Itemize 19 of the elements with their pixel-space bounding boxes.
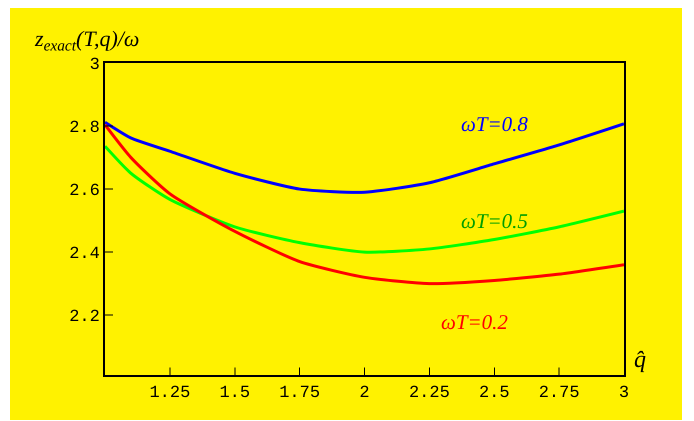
y-axis-title: z$_{exact}$(T,q)/ω: [34, 26, 140, 55]
series-label: ωT=0.2: [441, 310, 508, 334]
y-tick-label: 2.8: [69, 118, 100, 138]
y-tick-label: 2.6: [69, 182, 100, 202]
x-tick-label: 1.25: [149, 384, 190, 404]
series-label: ωT=0.8: [461, 112, 528, 136]
x-tick-label: 2: [359, 384, 370, 404]
x-axis-title: q̂: [634, 347, 646, 373]
line-series: [105, 144, 624, 254]
y-tick-label: 2.4: [69, 245, 100, 264]
x-tick-label: 2.5: [478, 384, 510, 404]
x-tick-label: 3: [618, 384, 630, 404]
x-tick-label: 2.25: [408, 384, 450, 404]
x-tick-label: 1.5: [219, 384, 250, 404]
x-tick-label: 1.75: [279, 384, 320, 404]
series-label: ωT=0.5: [461, 209, 528, 233]
x-tick-label: 2.75: [538, 384, 580, 404]
y-tick-label: 2.2: [69, 308, 100, 328]
y-tick-label: 3: [90, 56, 100, 75]
